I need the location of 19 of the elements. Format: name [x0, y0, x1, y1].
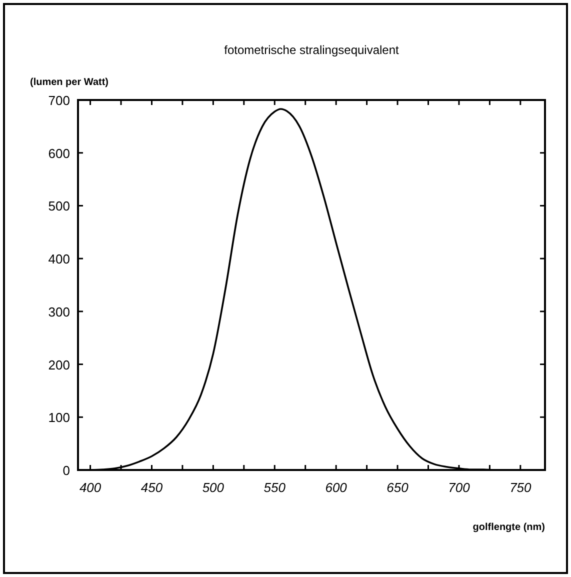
y-tick-label: 0 — [62, 463, 70, 478]
y-tick-label: 500 — [48, 198, 70, 214]
x-tick-label: 750 — [510, 480, 532, 495]
x-tick-label: 550 — [264, 480, 286, 495]
y-tick-label: 300 — [48, 304, 70, 320]
x-tick-label: 650 — [386, 480, 410, 495]
y-tick-label: 200 — [48, 357, 70, 372]
y-axis-title: (lumen per Watt) — [30, 77, 109, 88]
x-tick-label: 450 — [140, 480, 164, 495]
x-tick-label: 700 — [448, 480, 471, 495]
y-tick-label: 600 — [48, 146, 70, 161]
y-tick-label: 400 — [48, 252, 70, 267]
x-tick-label: 600 — [325, 480, 348, 495]
y-tick-label: 700 — [48, 93, 70, 108]
chart-title: fotometrische stralingsequivalent — [224, 43, 400, 57]
y-tick-label: 100 — [48, 410, 70, 426]
x-tick-label: 400 — [79, 480, 102, 495]
x-tick-label: 500 — [202, 480, 225, 495]
x-axis-title: golflengte (nm) — [472, 522, 545, 533]
